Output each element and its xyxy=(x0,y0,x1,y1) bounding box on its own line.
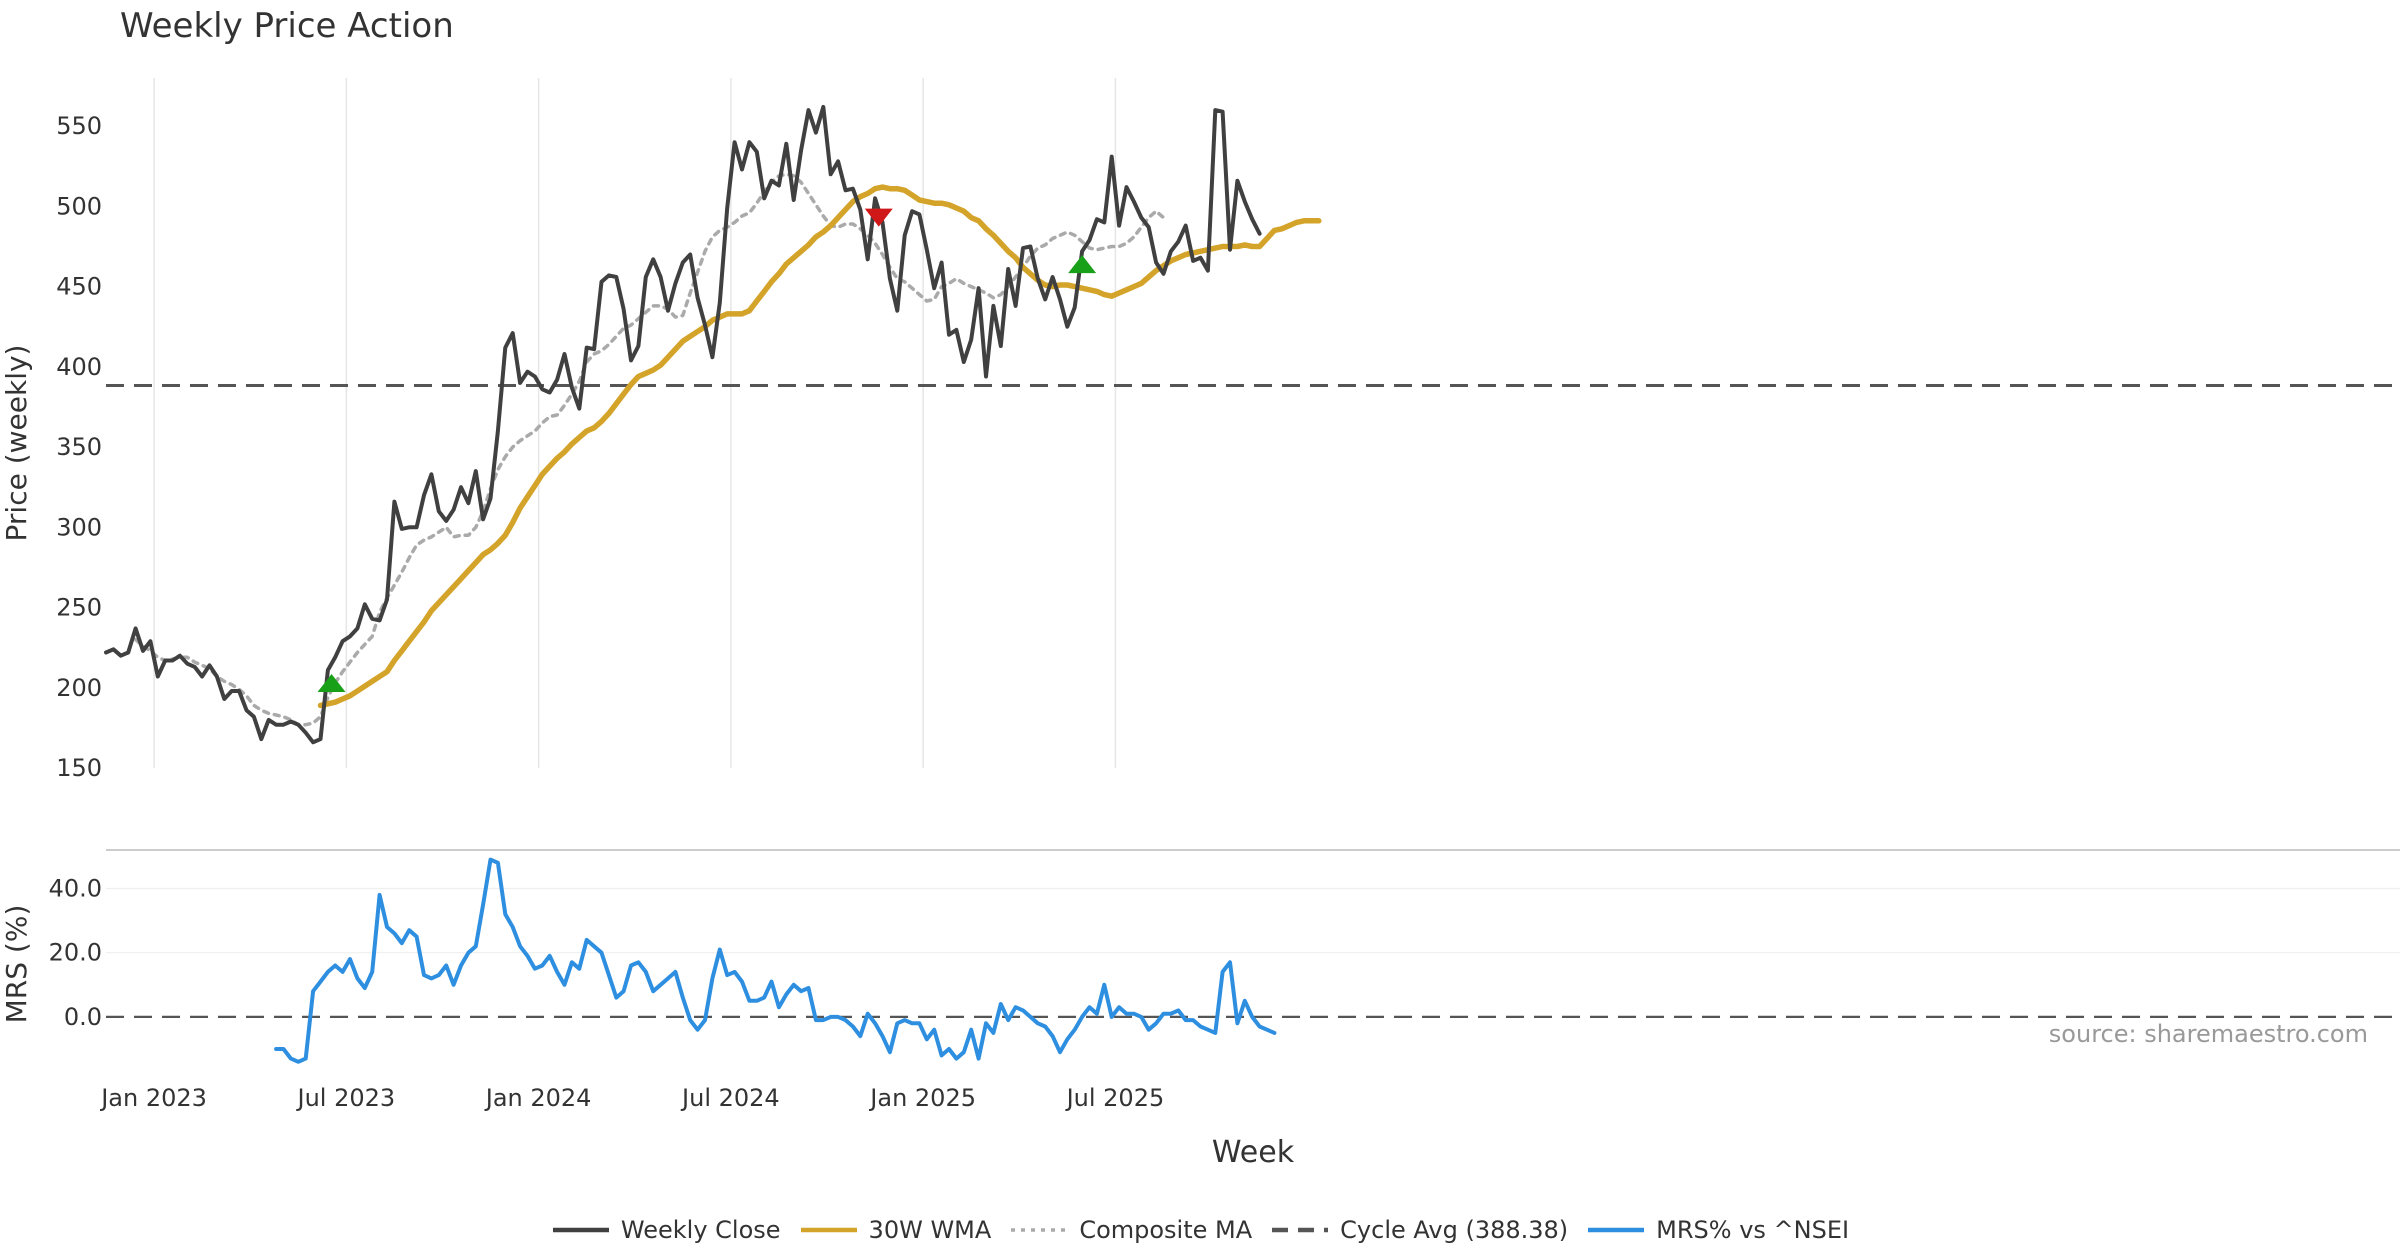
price-y-tick-label: 150 xyxy=(56,754,102,782)
price-y-tick-label: 200 xyxy=(56,674,102,702)
mrs-y-tick-label: 40.0 xyxy=(49,875,102,903)
weekly-close-line xyxy=(104,104,1262,745)
price-y-tick-label: 300 xyxy=(56,513,102,541)
legend-item: Cycle Avg (388.38) xyxy=(1270,1216,1568,1244)
x-tick-label: Jul 2024 xyxy=(680,1084,780,1112)
price-y-tick-label: 250 xyxy=(56,594,102,622)
legend-item: Composite MA xyxy=(1009,1216,1252,1244)
legend-swatch xyxy=(1588,1227,1645,1233)
legend-item: Weekly Close xyxy=(551,1216,781,1244)
series-layer xyxy=(104,104,1322,1064)
x-axis-title: Week xyxy=(1212,1135,1295,1170)
sell-signal-marker xyxy=(864,208,893,227)
grid-layer xyxy=(106,78,2400,954)
price-y-tick-label: 450 xyxy=(56,273,102,301)
x-tick-label: Jan 2025 xyxy=(868,1084,976,1112)
price-y-tick-label: 500 xyxy=(56,192,102,220)
reference-lines xyxy=(106,383,2400,1018)
legend-label: Cycle Avg (388.38) xyxy=(1340,1216,1569,1244)
x-tick-label: Jan 2024 xyxy=(484,1084,592,1112)
legend-swatch xyxy=(1272,1227,1329,1233)
signal-markers xyxy=(317,208,1097,692)
legend-label: 30W WMA xyxy=(868,1216,992,1244)
source-annotation: source: sharemaestro.com xyxy=(2048,1020,2368,1048)
legend-label: Weekly Close xyxy=(620,1216,781,1244)
x-tick-label: Jul 2023 xyxy=(296,1084,396,1112)
price-y-tick-label: 550 xyxy=(56,112,102,140)
price-y-axis-title: Price (weekly) xyxy=(0,345,33,542)
buy-signal-marker xyxy=(1068,255,1097,274)
mrs-y-tick-label: 0.0 xyxy=(64,1003,102,1031)
composite-ma-line xyxy=(133,172,1166,727)
price-y-tick-label: 400 xyxy=(56,353,102,381)
legend-swatch xyxy=(800,1227,857,1233)
legend-item: 30W WMA xyxy=(799,1216,992,1244)
mrs-y-tick-label: 20.0 xyxy=(49,939,102,967)
legend-swatch xyxy=(552,1227,609,1233)
legend-label: MRS% vs ^NSEI xyxy=(1656,1216,1850,1244)
legend-item: MRS% vs ^NSEI xyxy=(1586,1216,1849,1244)
x-tick-label: Jul 2025 xyxy=(1065,1084,1165,1112)
price-y-tick-label: 350 xyxy=(56,433,102,461)
chart-legend: Weekly Close 30W WMA Composite MA Cycle Avg… xyxy=(0,1210,2400,1250)
wma-30w-line xyxy=(317,184,1322,709)
chart-title: Weekly Price Action xyxy=(120,6,454,46)
mrs-line xyxy=(274,857,1277,1064)
axis-labels: Jan 2023 Jul 2023 Jan 2024 Jul 2024 Jan 2025… xyxy=(0,112,1295,1170)
buy-signal-marker xyxy=(317,673,346,692)
x-tick-label: Jan 2023 xyxy=(99,1084,207,1112)
mrs-y-axis-title: MRS (%) xyxy=(0,905,33,1024)
legend-swatch xyxy=(1011,1228,1068,1232)
legend-label: Composite MA xyxy=(1079,1216,1253,1244)
